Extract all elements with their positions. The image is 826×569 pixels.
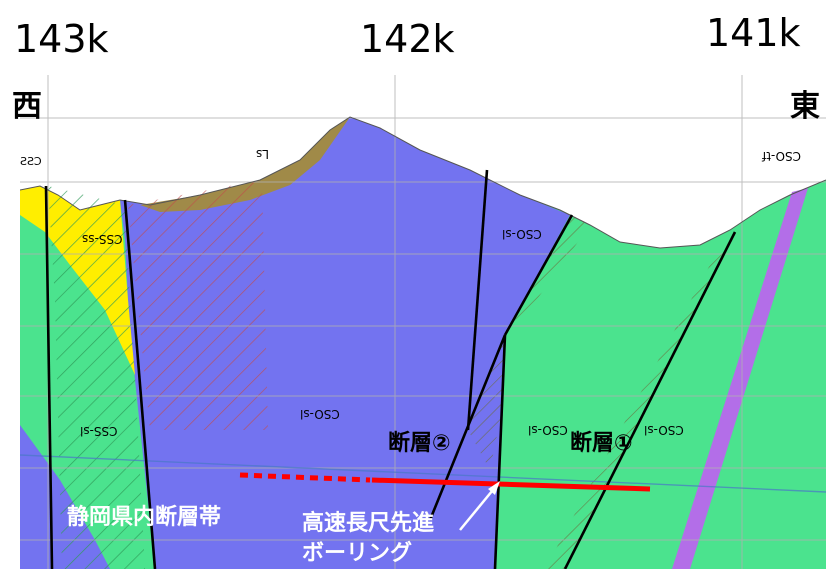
- boring-label-line1: 高速長尺先進: [302, 511, 435, 536]
- direction-east: 東: [790, 89, 820, 124]
- unit-code-cso-sl-right2: CSO-sl: [644, 423, 684, 437]
- chainage-142k: 142k: [360, 17, 455, 61]
- boring-solid: [371, 477, 651, 492]
- unit-code-cso-sl-top: CSO-sl: [502, 227, 542, 241]
- grid: [20, 75, 826, 569]
- boring-dotted: [239, 472, 371, 483]
- unit-code-cso-sl-mid: CSO-sl: [300, 407, 340, 421]
- fault-hatch-east: [507, 215, 590, 335]
- fault-label-1: 断層①: [570, 431, 633, 456]
- fault-hatch-west: [128, 180, 268, 430]
- direction-west: 西: [12, 89, 42, 124]
- boring-arrow: [459, 484, 498, 531]
- unit-code-css-ss: CSS-ss: [82, 232, 123, 246]
- tunnel-line: [20, 454, 826, 493]
- unit-code-css: CSS: [20, 155, 42, 168]
- purple-dike: [672, 188, 808, 569]
- unit-code-cso-sl-right1: CSO-sl: [528, 423, 568, 437]
- fault-hatch-yellow: [48, 186, 145, 569]
- fault-label-2: 断層②: [388, 431, 451, 456]
- ground-surface: [20, 116, 826, 249]
- fault-hatch-center: [468, 335, 505, 470]
- unit-code-css-sl: CSS-sl: [80, 424, 118, 438]
- fault-zone-label: 静岡県内断層帯: [67, 505, 222, 530]
- fault-lines: [44, 169, 737, 569]
- unit-code-ls: Ls: [256, 147, 269, 161]
- chainage-143k: 143k: [14, 17, 109, 61]
- boring-label-line2: ボーリング: [302, 541, 413, 566]
- unit-code-cso-tf: CSO-tf: [762, 149, 802, 163]
- chainage-141k: 141k: [706, 11, 801, 55]
- boring-arrowhead: [488, 481, 500, 495]
